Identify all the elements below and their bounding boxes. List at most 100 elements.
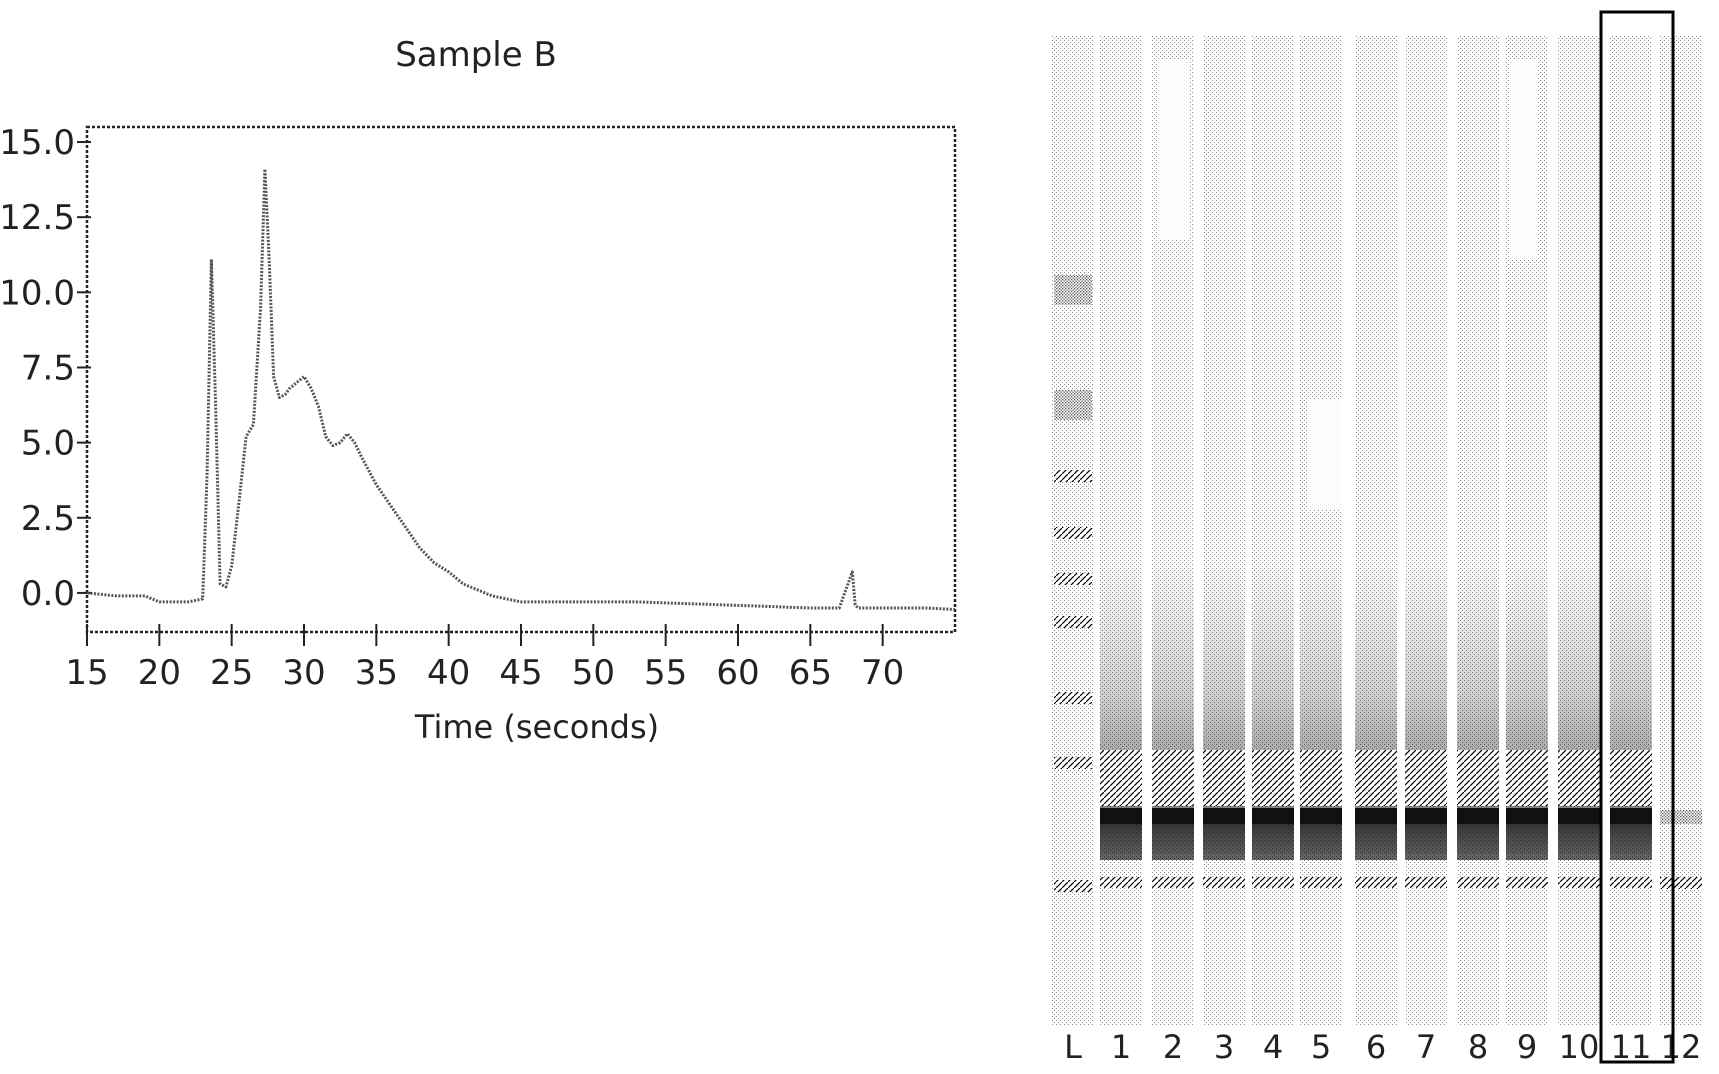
main-band — [1203, 808, 1245, 824]
gel-lane-3 — [1203, 36, 1245, 1025]
smear-core — [1300, 750, 1342, 806]
gel-artifact — [1157, 60, 1189, 240]
gel-lane-1 — [1100, 36, 1142, 1025]
ladder-smear — [1054, 390, 1092, 420]
lower-band — [1506, 877, 1548, 888]
x-axis-label: Time (seconds) — [414, 708, 659, 746]
smear-core — [1252, 750, 1294, 806]
y-tick-label: 12.5 — [0, 198, 75, 238]
smear-core — [1610, 750, 1652, 806]
main-band — [1660, 810, 1702, 824]
smear-tail — [1152, 824, 1194, 854]
lower-band — [1457, 877, 1499, 888]
x-tick-label: 55 — [644, 653, 687, 693]
main-band — [1355, 808, 1397, 824]
gel-lane-12 — [1660, 36, 1702, 1025]
lane-label: 11 — [1611, 1028, 1652, 1066]
lane-background — [1300, 36, 1342, 1025]
lane-background — [1405, 36, 1447, 1025]
ladder-band — [1054, 880, 1092, 892]
lane-background — [1355, 36, 1397, 1025]
lower-band — [1558, 877, 1600, 888]
smear-core — [1457, 750, 1499, 806]
x-tick-label: 70 — [861, 653, 904, 693]
gel-lane-7 — [1405, 36, 1447, 1025]
smear-core — [1355, 750, 1397, 806]
x-axis: 152025303540455055606570 — [65, 624, 904, 693]
y-tick-label: 0.0 — [21, 574, 75, 614]
lower-band — [1100, 877, 1142, 888]
gel-lane-10 — [1558, 36, 1600, 1025]
chart-title: Sample B — [395, 35, 557, 75]
smear-tail — [1355, 824, 1397, 854]
gel-artifact — [1308, 400, 1344, 510]
lower-band — [1610, 877, 1652, 888]
lane-background — [1558, 36, 1600, 1025]
smear-tail — [1300, 824, 1342, 854]
series-line — [87, 169, 955, 609]
lane-label: 1 — [1111, 1028, 1131, 1066]
plot-frame — [87, 127, 955, 632]
smear-core — [1506, 750, 1548, 806]
lane-label: 5 — [1311, 1028, 1331, 1066]
smear-tail — [1506, 824, 1548, 854]
main-band — [1300, 808, 1342, 824]
main-band — [1252, 808, 1294, 824]
smear-tail — [1610, 824, 1652, 854]
gel-lane-4 — [1252, 36, 1294, 1025]
x-tick-label: 40 — [427, 653, 470, 693]
lower-band — [1405, 877, 1447, 888]
lane-background — [1610, 36, 1652, 1025]
gel-lane-5 — [1300, 36, 1342, 1025]
ladder-band — [1054, 470, 1092, 482]
gel-lane-11 — [1610, 36, 1652, 1025]
smear-tail — [1405, 824, 1447, 854]
smear-tail — [1558, 824, 1600, 854]
main-band — [1506, 808, 1548, 824]
lane-label: L — [1064, 1028, 1082, 1066]
lower-band — [1152, 877, 1194, 888]
y-axis: 0.02.55.07.510.012.515.0 — [0, 123, 91, 614]
x-tick-label: 45 — [499, 653, 542, 693]
main-band — [1610, 808, 1652, 824]
smear-tail — [1100, 824, 1142, 854]
lane-label: 2 — [1163, 1028, 1183, 1066]
smear-tail — [1457, 824, 1499, 854]
gel-lane-8 — [1457, 36, 1499, 1025]
ladder-band — [1054, 527, 1092, 539]
x-tick-label: 20 — [138, 653, 181, 693]
series-layer — [87, 169, 955, 609]
ladder-band — [1054, 757, 1092, 769]
x-tick-label: 50 — [572, 653, 615, 693]
main-band — [1405, 808, 1447, 824]
main-band — [1457, 808, 1499, 824]
smear-core — [1405, 750, 1447, 806]
x-tick-label: 35 — [355, 653, 398, 693]
ladder-band — [1054, 692, 1092, 704]
y-tick-label: 10.0 — [0, 273, 75, 313]
lane-label: 3 — [1214, 1028, 1234, 1066]
main-band — [1152, 808, 1194, 824]
lane-background — [1457, 36, 1499, 1025]
gel-image: L123456789101112 — [1052, 12, 1702, 1066]
main-band — [1558, 808, 1600, 824]
x-tick-label: 60 — [716, 653, 759, 693]
gel-lane-L — [1052, 36, 1094, 1025]
lower-band — [1300, 877, 1342, 888]
ladder-smear — [1054, 275, 1092, 305]
smear-tail — [1252, 824, 1294, 854]
gel-lanes — [1052, 36, 1702, 1025]
gel-lane-labels: L123456789101112 — [1064, 1028, 1701, 1066]
y-tick-label: 5.0 — [21, 424, 75, 464]
lower-band — [1252, 877, 1294, 888]
lane-label: 12 — [1661, 1028, 1702, 1066]
smear-core — [1558, 750, 1600, 806]
x-tick-label: 65 — [789, 653, 832, 693]
lane-label: 8 — [1468, 1028, 1488, 1066]
y-tick-label: 7.5 — [21, 348, 75, 388]
lower-band — [1355, 877, 1397, 888]
lower-band — [1203, 877, 1245, 888]
smear-core — [1203, 750, 1245, 806]
ladder-band — [1054, 616, 1092, 628]
lane-background — [1203, 36, 1245, 1025]
